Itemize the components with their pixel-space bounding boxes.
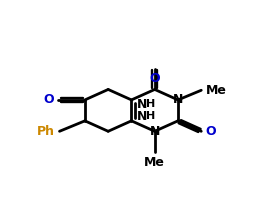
Text: Me: Me bbox=[144, 156, 165, 169]
Text: N: N bbox=[173, 93, 183, 106]
Text: H: H bbox=[146, 99, 155, 110]
Text: H: H bbox=[146, 111, 155, 121]
Text: N: N bbox=[137, 98, 147, 111]
Text: Ph: Ph bbox=[37, 125, 55, 138]
Text: Me: Me bbox=[206, 84, 226, 97]
Text: O: O bbox=[44, 93, 54, 106]
Text: O: O bbox=[206, 125, 216, 138]
Text: N: N bbox=[137, 110, 147, 123]
Text: N: N bbox=[150, 125, 160, 138]
Text: O: O bbox=[149, 72, 160, 85]
